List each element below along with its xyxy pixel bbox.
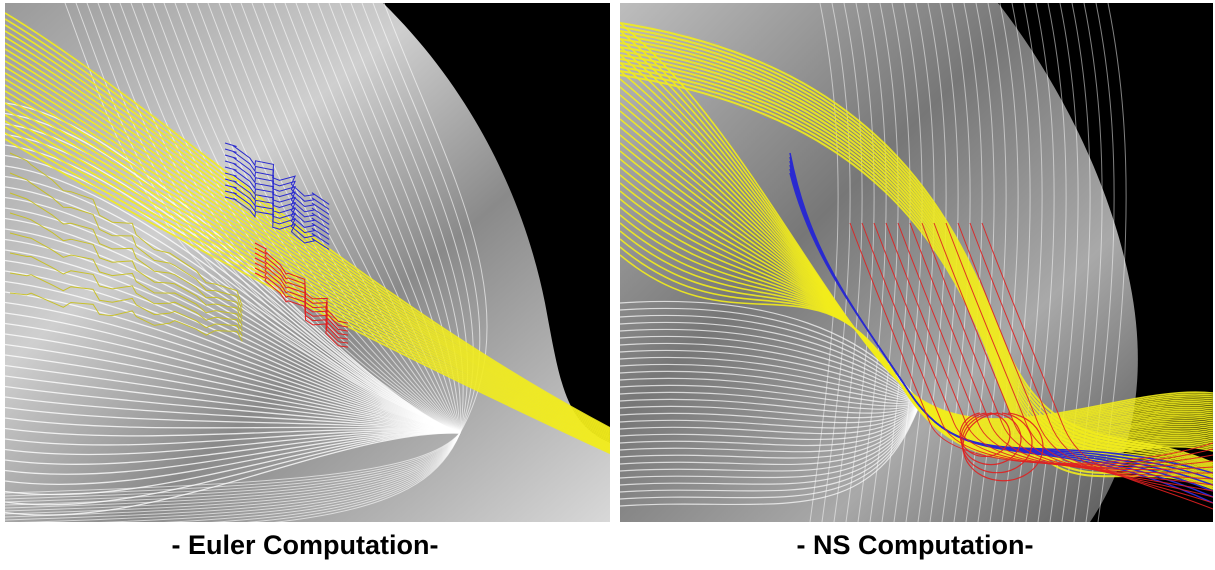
euler-rendering [5, 3, 610, 522]
caption: - Euler Computation- [5, 530, 605, 561]
ns-rendering [620, 3, 1213, 522]
figure: - Euler Computation- - NS Computation- [0, 0, 1215, 570]
caption: - NS Computation- [615, 530, 1215, 561]
